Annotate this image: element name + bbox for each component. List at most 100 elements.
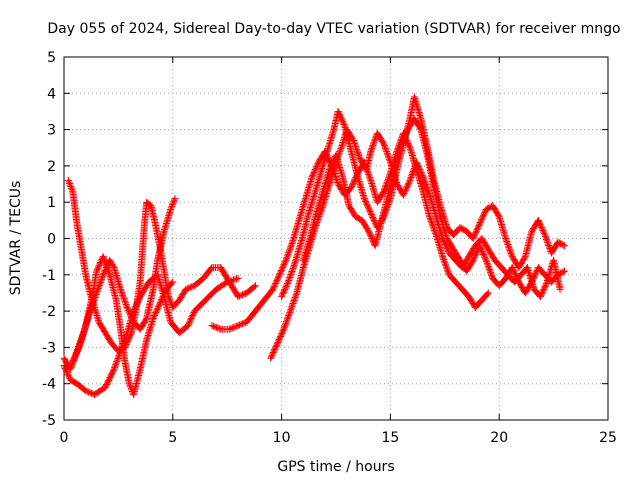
data-point	[421, 177, 429, 185]
data-point	[368, 144, 376, 152]
data-point	[74, 346, 82, 354]
data-point	[507, 248, 515, 256]
data-point	[279, 327, 287, 335]
data-point	[121, 299, 129, 307]
data-point	[118, 288, 126, 296]
data-point	[185, 319, 193, 327]
data-point	[418, 170, 426, 178]
data-point	[349, 179, 357, 187]
data-point	[325, 156, 333, 164]
data-point	[531, 271, 539, 279]
data-point	[537, 222, 545, 230]
data-point	[336, 112, 344, 120]
data-point	[189, 311, 197, 319]
data-point	[284, 315, 292, 323]
data-point	[333, 177, 341, 185]
data-point	[350, 176, 358, 184]
data-point	[422, 182, 430, 190]
data-point	[100, 254, 108, 262]
data-point	[413, 158, 421, 166]
data-point	[423, 183, 431, 191]
data-point	[285, 275, 293, 283]
data-point	[279, 262, 287, 270]
data-point	[292, 292, 300, 300]
x-tick-label: 10	[273, 430, 291, 446]
data-point	[384, 152, 392, 160]
data-point	[272, 278, 280, 286]
data-point	[539, 287, 547, 295]
data-point	[273, 341, 281, 349]
data-point	[271, 346, 279, 354]
data-point	[287, 270, 295, 278]
data-point	[556, 285, 564, 293]
data-point	[85, 388, 93, 396]
data-point	[286, 244, 294, 252]
data-point	[101, 257, 109, 265]
data-point	[312, 164, 320, 172]
data-point	[104, 266, 112, 274]
data-point	[401, 131, 409, 139]
data-point	[479, 213, 487, 221]
data-point	[369, 215, 377, 223]
data-point	[60, 362, 68, 370]
data-point	[426, 214, 434, 222]
data-point	[107, 258, 115, 266]
data-point	[539, 288, 547, 296]
data-point	[539, 227, 547, 235]
data-point	[268, 351, 276, 359]
data-point	[508, 251, 516, 259]
data-point	[280, 325, 288, 333]
x-tick-label: 0	[60, 430, 69, 446]
data-point	[414, 163, 422, 171]
data-point	[326, 164, 334, 172]
data-point	[153, 306, 161, 314]
data-point	[475, 221, 483, 229]
data-point	[544, 240, 552, 248]
data-point	[329, 158, 337, 166]
data-point	[439, 254, 447, 262]
x-tick-label: 20	[490, 430, 508, 446]
data-point	[371, 218, 379, 226]
data-point	[109, 262, 117, 270]
data-point	[355, 153, 363, 161]
data-point	[280, 261, 288, 269]
data-point	[534, 216, 542, 224]
data-point	[123, 302, 131, 310]
data-point	[349, 181, 357, 189]
data-point	[267, 354, 275, 362]
data-point	[420, 174, 428, 182]
data-point	[543, 237, 551, 245]
data-point	[64, 370, 72, 378]
data-point	[211, 323, 219, 331]
data-point	[398, 139, 406, 147]
data-point	[366, 208, 374, 216]
data-point	[405, 179, 413, 187]
data-point	[250, 283, 258, 291]
data-point	[364, 203, 372, 211]
data-point	[72, 351, 80, 359]
data-point	[510, 268, 518, 276]
data-point	[367, 232, 375, 240]
data-point	[484, 261, 492, 269]
data-point	[186, 317, 194, 325]
data-point	[512, 272, 520, 280]
data-point	[401, 188, 409, 196]
data-point	[328, 160, 336, 168]
data-point	[277, 333, 285, 341]
data-point	[101, 259, 109, 267]
data-point	[104, 265, 112, 273]
data-point	[109, 367, 117, 375]
data-point	[538, 225, 546, 233]
data-point	[511, 269, 519, 277]
data-point	[502, 236, 510, 244]
data-point	[325, 166, 333, 174]
data-point	[68, 186, 76, 194]
data-point	[187, 314, 195, 322]
data-point	[399, 137, 407, 145]
data-point	[404, 139, 412, 147]
data-point	[93, 267, 101, 275]
data-point	[382, 145, 390, 153]
data-point	[63, 369, 71, 377]
data-point	[125, 308, 133, 316]
data-point	[439, 253, 447, 261]
